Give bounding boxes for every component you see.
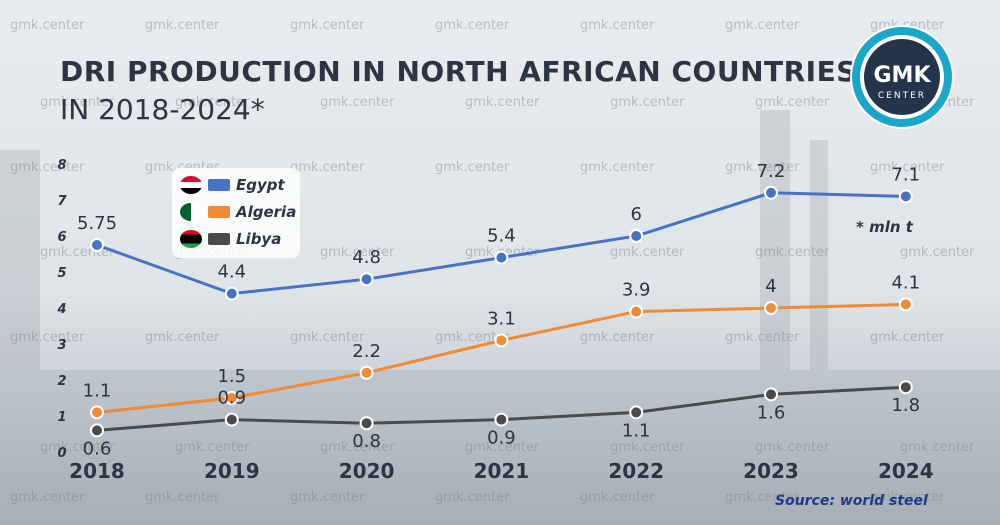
algeria-flag-icon (180, 203, 202, 221)
data-label-egypt: 7.1 (891, 164, 920, 185)
y-tick-label: 8 (57, 158, 66, 173)
legend-label: Algeria (236, 203, 297, 221)
data-point-egypt (764, 185, 778, 200)
x-tick-label: 2021 (474, 459, 530, 483)
data-label-algeria: 4 (765, 276, 776, 297)
data-label-algeria: 1.1 (83, 380, 112, 401)
x-tick-label: 2022 (608, 459, 664, 483)
data-point-libya (898, 380, 913, 395)
data-point-egypt (494, 250, 509, 265)
data-label-algeria: 3.9 (622, 280, 651, 301)
y-tick-label: 5 (57, 266, 66, 281)
y-tick-label: 1 (57, 410, 66, 425)
data-label-algeria: 2.2 (352, 341, 381, 362)
data-point-algeria (359, 365, 374, 380)
data-label-libya: 1.6 (757, 402, 786, 423)
y-tick-label: 7 (57, 194, 67, 209)
data-point-algeria (764, 301, 778, 315)
data-label-algeria: 3.1 (487, 308, 516, 329)
egypt-flag-icon (180, 176, 202, 194)
data-label-libya: 1.8 (891, 395, 920, 416)
chart-title: DRI PRODUCTION IN NORTH AFRICAN COUNTRIE… (60, 55, 857, 88)
legend-swatch (208, 206, 230, 218)
data-point-libya (359, 416, 374, 431)
legend-item-algeria: Algeria (180, 201, 296, 223)
data-point-algeria (494, 333, 509, 348)
svg-text:GMK: GMK (874, 63, 932, 88)
data-label-egypt: 5.4 (487, 226, 516, 247)
data-label-egypt: 5.75 (77, 213, 117, 234)
data-label-algeria: 1.5 (217, 366, 246, 387)
libya-flag-icon (180, 230, 202, 248)
x-tick-label: 2020 (339, 459, 395, 483)
data-point-algeria (629, 304, 644, 319)
data-label-egypt: 4.8 (352, 247, 381, 268)
legend-item-libya: Libya (180, 228, 281, 250)
data-point-libya (90, 423, 104, 438)
background-structure (810, 140, 828, 370)
chart-subtitle: IN 2018-2024* (60, 93, 265, 126)
background-structure (760, 110, 790, 370)
source-note: Source: world steel (775, 493, 928, 509)
y-tick-label: 0 (57, 446, 66, 461)
legend-swatch (208, 233, 230, 245)
y-tick-label: 4 (56, 302, 66, 317)
data-point-libya (224, 412, 239, 427)
data-label-libya: 1.1 (622, 420, 651, 441)
data-label-egypt: 4.4 (217, 262, 246, 283)
x-tick-label: 2024 (878, 459, 934, 483)
data-point-egypt (224, 286, 239, 301)
data-point-egypt (90, 238, 104, 252)
y-tick-label: 6 (57, 230, 66, 245)
background-structure (0, 150, 40, 370)
data-point-libya (494, 412, 509, 427)
data-label-libya: 0.6 (83, 438, 112, 459)
y-tick-label: 2 (57, 374, 66, 389)
background-band (0, 370, 1000, 525)
data-label-libya: 0.8 (352, 431, 381, 452)
data-point-egypt (898, 189, 913, 204)
legend-swatch (208, 179, 230, 191)
unit-note: * mln t (856, 218, 913, 236)
data-point-egypt (359, 272, 374, 287)
legend-label: Egypt (236, 176, 285, 194)
x-tick-label: 2023 (743, 459, 799, 483)
y-tick-label: 3 (57, 338, 66, 353)
data-point-egypt (629, 229, 644, 243)
legend-item-egypt: Egypt (180, 174, 285, 196)
x-tick-label: 2018 (69, 459, 125, 483)
data-label-libya: 0.9 (217, 388, 246, 409)
svg-text:CENTER: CENTER (878, 91, 926, 101)
data-point-algeria (898, 297, 913, 312)
data-point-libya (764, 387, 778, 402)
data-label-libya: 0.9 (487, 428, 516, 449)
data-label-algeria: 4.1 (891, 272, 920, 293)
data-label-egypt: 7.2 (757, 161, 786, 182)
data-label-egypt: 6 (630, 204, 641, 225)
data-point-algeria (90, 405, 104, 420)
x-tick-label: 2019 (204, 459, 260, 483)
data-point-libya (629, 405, 644, 420)
chart-legend: Egypt Algeria Libya (172, 168, 300, 258)
data-point-algeria (224, 391, 239, 405)
legend-label: Libya (236, 230, 282, 248)
gmk-logo: GMK CENTER (850, 25, 954, 129)
